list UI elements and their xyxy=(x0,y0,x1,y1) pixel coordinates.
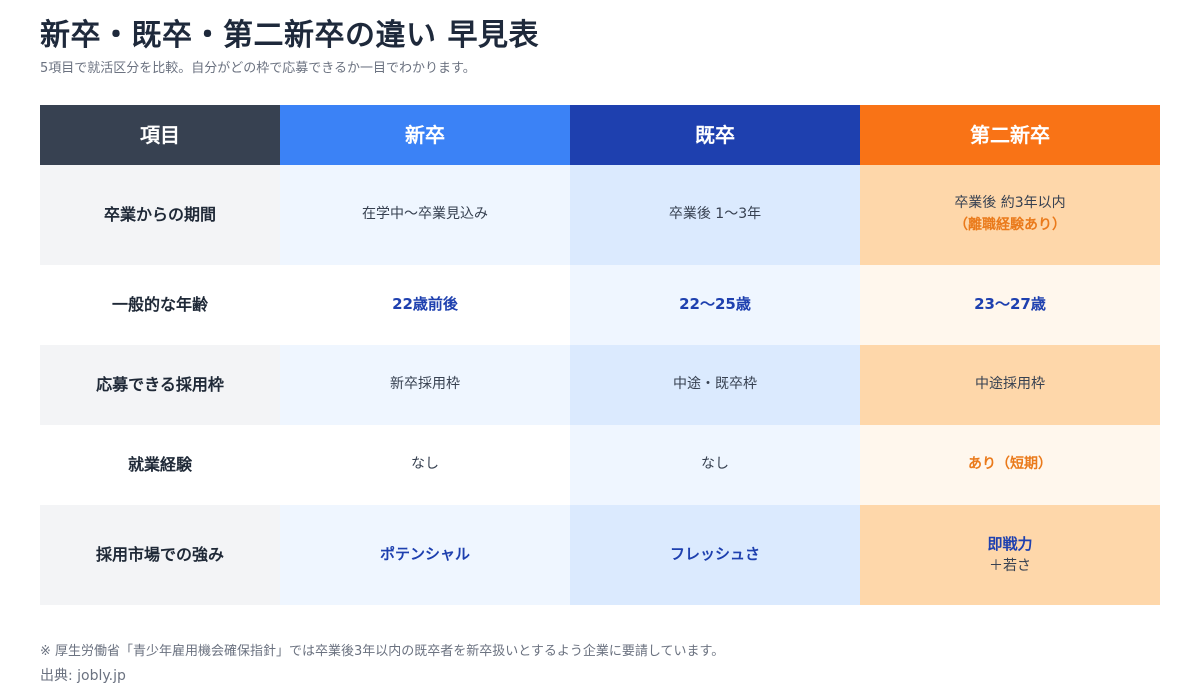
row-label: 卒業からの期間 xyxy=(40,165,280,265)
page-title: 新卒・既卒・第二新卒の違い 早見表 xyxy=(40,18,539,53)
row-label: 応募できる採用枠 xyxy=(40,345,280,425)
cell-daini-note: （離職経験あり） xyxy=(954,217,1066,233)
table-row: 採用市場での強み ポテンシャル フレッシュさ 即戦力 ＋若さ xyxy=(40,505,1160,605)
cell-daini-note: ＋若さ xyxy=(989,557,1031,574)
table-header-row: 項目 新卒 既卒 第二新卒 xyxy=(40,105,1160,165)
cell-daini: あり（短期） xyxy=(860,425,1160,505)
cell-kisotsu: 卒業後 1〜3年 xyxy=(570,165,860,265)
cell-kisotsu: 22〜25歳 xyxy=(570,265,860,345)
cell-daini: 卒業後 約3年以内 （離職経験あり） xyxy=(860,165,1160,265)
cell-shinsotsu: 在学中〜卒業見込み xyxy=(280,165,570,265)
header-shinsotsu: 新卒 xyxy=(280,105,570,165)
cell-daini-main: 即戦力 xyxy=(987,534,1033,553)
page-subtitle: 5項目で就活区分を比較。自分がどの枠で応募できるか一目でわかります。 xyxy=(40,61,476,76)
table-row: 一般的な年齢 22歳前後 22〜25歳 23〜27歳 xyxy=(40,265,1160,345)
header-daini: 第二新卒 xyxy=(860,105,1160,165)
row-label: 採用市場での強み xyxy=(40,505,280,605)
cell-kisotsu: 中途・既卒枠 xyxy=(570,345,860,425)
cell-shinsotsu: なし xyxy=(280,425,570,505)
header-kisotsu: 既卒 xyxy=(570,105,860,165)
table-row: 応募できる採用枠 新卒採用枠 中途・既卒枠 中途採用枠 xyxy=(40,345,1160,425)
table-row: 就業経験 なし なし あり（短期） xyxy=(40,425,1160,505)
row-label: 一般的な年齢 xyxy=(40,265,280,345)
cell-daini: 即戦力 ＋若さ xyxy=(860,505,1160,605)
table-row: 卒業からの期間 在学中〜卒業見込み 卒業後 1〜3年 卒業後 約3年以内 （離職… xyxy=(40,165,1160,265)
cell-daini: 中途採用枠 xyxy=(860,345,1160,425)
row-label: 就業経験 xyxy=(40,425,280,505)
cell-shinsotsu: 22歳前後 xyxy=(280,265,570,345)
footnote: ※ 厚生労働省「青少年雇用機会確保指針」では卒業後3年以内の既卒者を新卒扱いとす… xyxy=(40,644,725,659)
source-credit: 出典: jobly.jp xyxy=(40,668,126,684)
comparison-table: 項目 新卒 既卒 第二新卒 卒業からの期間 在学中〜卒業見込み 卒業後 1〜3年… xyxy=(40,105,1160,605)
cell-kisotsu: フレッシュさ xyxy=(570,505,860,605)
cell-daini: 23〜27歳 xyxy=(860,265,1160,345)
cell-daini-main: 卒業後 約3年以内 xyxy=(954,195,1066,212)
header-item: 項目 xyxy=(40,105,280,165)
cell-shinsotsu: 新卒採用枠 xyxy=(280,345,570,425)
cell-shinsotsu: ポテンシャル xyxy=(280,505,570,605)
cell-kisotsu: なし xyxy=(570,425,860,505)
